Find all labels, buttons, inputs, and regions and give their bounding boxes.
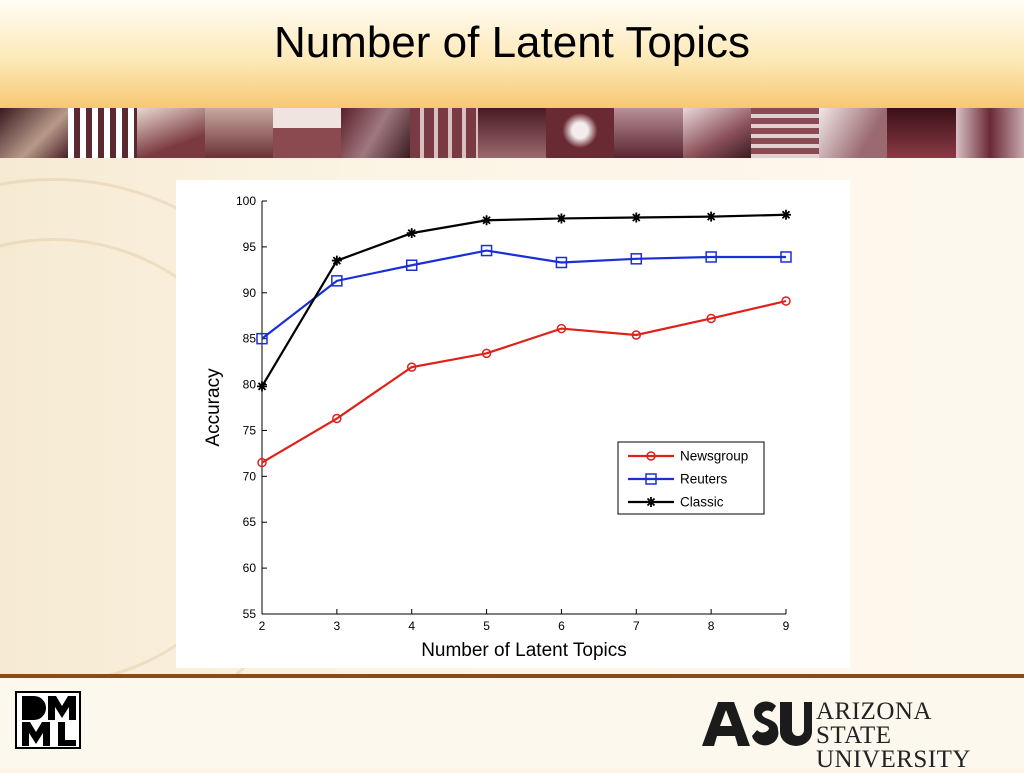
- data-point-classic: [556, 213, 567, 224]
- banner-photo: [682, 108, 751, 158]
- y-axis-title: Accuracy: [203, 368, 224, 447]
- x-tick-label: 2: [259, 619, 266, 633]
- series-classic: [257, 209, 791, 392]
- x-tick-label: 9: [783, 619, 790, 633]
- data-point-newsgroup: [406, 362, 417, 372]
- asu-line-1: ARIZONA STATE: [816, 698, 931, 749]
- banner-photo: [68, 108, 137, 158]
- chart-legend: Newsgroup Reuters Classic: [617, 441, 765, 515]
- data-point-reuters: [256, 332, 268, 345]
- series-line-newsgroup: [261, 299, 787, 464]
- photo-banner: [0, 108, 1024, 158]
- data-point-reuters: [555, 256, 568, 269]
- banner-photo: [477, 108, 547, 158]
- y-tick-label: 60: [243, 561, 257, 575]
- asu-line-2: UNIVERSITY: [816, 746, 971, 773]
- banner-photo: [409, 108, 478, 158]
- slide-header: Number of Latent Topics: [0, 0, 1024, 108]
- x-tick-label: 8: [708, 619, 715, 633]
- series-reuters: [256, 244, 792, 345]
- series-newsgroup: [257, 296, 791, 468]
- data-point-classic: [631, 212, 642, 223]
- slide-footer: [0, 678, 1024, 768]
- series-line-classic: [261, 213, 787, 387]
- legend-marker-newsgroup: [646, 451, 656, 461]
- data-point-newsgroup: [332, 413, 342, 424]
- data-point-reuters: [630, 253, 643, 265]
- data-point-reuters: [480, 244, 493, 257]
- banner-photo: [614, 108, 683, 158]
- legend-label-newsgroup: Newsgroup: [680, 449, 748, 464]
- data-point-newsgroup: [556, 323, 567, 334]
- asu-logo: ARIZONA STATE UNIVERSITY: [700, 698, 1000, 772]
- banner-photo: [887, 108, 956, 158]
- chart-panel: 55 60 65 70 75 80 85 90 95 100 2 3 4 5 6 7 8 9 Number of L…: [176, 180, 850, 668]
- banner-photo: [750, 108, 820, 158]
- legend-marker-reuters: [645, 473, 657, 485]
- y-tick-label: 65: [243, 515, 257, 529]
- data-point-classic: [257, 381, 267, 392]
- data-point-classic: [406, 228, 417, 239]
- x-axis-title: Number of Latent Topics: [421, 640, 627, 661]
- y-tick-label: 100: [236, 194, 256, 208]
- legend-marker-classic: [646, 497, 656, 507]
- data-point-newsgroup: [631, 330, 642, 340]
- footer-divider: [0, 674, 1024, 678]
- y-tick-label: 75: [243, 423, 257, 437]
- asu-mark: [702, 701, 812, 746]
- data-point-classic: [706, 211, 717, 222]
- banner-photo: [136, 108, 205, 158]
- banner-photo: [204, 108, 274, 158]
- data-point-reuters: [405, 259, 418, 271]
- x-tick-label: 4: [408, 619, 415, 633]
- data-point-newsgroup: [257, 457, 267, 468]
- series-line-reuters: [261, 249, 786, 340]
- data-point-classic: [481, 215, 492, 226]
- data-point-newsgroup: [481, 348, 492, 359]
- y-tick-label: 55: [243, 607, 257, 621]
- asu-wordmark: ARIZONA STATE UNIVERSITY: [816, 698, 1000, 773]
- dmml-logo: [14, 690, 82, 750]
- data-point-newsgroup: [781, 296, 791, 306]
- slide-title: Number of Latent Topics: [273, 18, 751, 67]
- x-tick-label: 3: [334, 619, 341, 633]
- legend-label-reuters: Reuters: [680, 472, 728, 487]
- banner-photo: [0, 108, 69, 158]
- data-point-reuters: [331, 275, 343, 287]
- data-point-newsgroup: [706, 313, 716, 324]
- data-point-classic: [331, 255, 342, 266]
- banner-photo: [273, 108, 342, 158]
- y-tick-label: 70: [243, 469, 257, 483]
- x-tick-label: 5: [483, 619, 490, 633]
- y-tick-label: 90: [243, 286, 257, 300]
- x-tick-label: 7: [633, 619, 640, 633]
- data-point-reuters: [705, 251, 717, 263]
- y-tick-label: 80: [243, 378, 257, 392]
- y-tick-label: 85: [243, 332, 257, 346]
- legend-label-classic: Classic: [680, 495, 724, 510]
- banner-photo: [341, 108, 410, 158]
- y-tick-label: 95: [243, 240, 257, 254]
- banner-photo: [955, 108, 1024, 158]
- banner-photo: [546, 108, 615, 158]
- banner-photo: [819, 108, 888, 158]
- data-point-classic: [781, 209, 791, 220]
- accuracy-line-chart: 55 60 65 70 75 80 85 90 95 100 2 3 4 5 6 7 8 9 Number of L…: [203, 194, 792, 661]
- x-tick-label: 6: [558, 619, 565, 633]
- data-point-reuters: [780, 251, 792, 263]
